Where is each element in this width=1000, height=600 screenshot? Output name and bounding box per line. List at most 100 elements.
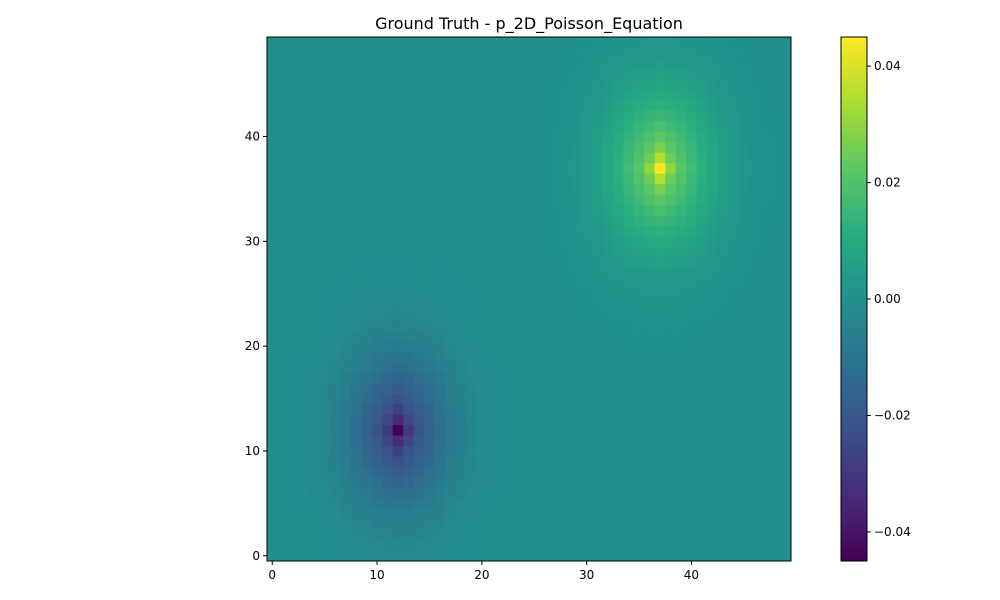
heatmap-cell <box>654 435 666 447</box>
heatmap-cell <box>770 131 781 143</box>
heatmap-cell <box>749 99 760 111</box>
heatmap-cell <box>497 550 509 562</box>
heatmap-cell <box>382 330 394 342</box>
heatmap-cell <box>738 89 750 101</box>
heatmap-cell <box>434 152 446 164</box>
heatmap-cell <box>518 204 530 216</box>
heatmap-cell <box>770 372 781 384</box>
heatmap-cell <box>780 278 792 289</box>
heatmap-cell <box>267 361 278 373</box>
colorbar-segment <box>841 344 867 349</box>
colorbar-segment <box>841 491 867 496</box>
heatmap-cell <box>696 288 708 300</box>
heatmap-cell <box>350 319 362 331</box>
heatmap-cell <box>476 435 488 447</box>
heatmap-cell <box>518 225 530 237</box>
heatmap-cell <box>308 508 320 520</box>
heatmap-cell <box>581 519 593 530</box>
heatmap-cell <box>529 236 540 247</box>
heatmap-cell <box>487 508 498 520</box>
heatmap-cell <box>319 204 331 216</box>
heatmap-cell <box>560 299 572 310</box>
heatmap-cell <box>267 131 278 143</box>
heatmap-cell <box>539 456 551 468</box>
heatmap-cell <box>728 225 739 237</box>
heatmap-cell <box>424 340 436 352</box>
heatmap-cell <box>529 162 540 174</box>
heatmap-cell <box>298 57 310 69</box>
heatmap-cell <box>382 299 394 310</box>
heatmap-cell <box>445 194 457 206</box>
heatmap-cell <box>413 550 425 562</box>
heatmap-cell <box>382 204 394 216</box>
heatmap-cell <box>644 110 656 122</box>
heatmap-cell <box>413 519 425 530</box>
heatmap-cell <box>298 89 310 101</box>
y-tick-label: 0 <box>252 549 260 563</box>
colorbar-segment <box>841 192 867 198</box>
heatmap-cell <box>277 519 289 530</box>
heatmap-cell <box>612 278 624 289</box>
heatmap-cell <box>717 424 729 436</box>
heatmap-cell <box>665 435 677 447</box>
heatmap-cell <box>445 403 457 415</box>
heatmap-cell <box>770 267 781 279</box>
heatmap-cell <box>319 445 331 457</box>
heatmap-cell <box>696 414 708 426</box>
heatmap-cell <box>549 47 561 59</box>
heatmap-cell <box>371 414 383 426</box>
x-tick-label: 0 <box>268 568 276 582</box>
heatmap-cell <box>508 225 519 237</box>
heatmap-cell <box>612 550 624 562</box>
heatmap-cell <box>413 529 425 541</box>
heatmap-cell <box>581 183 593 195</box>
heatmap-cell <box>403 246 415 258</box>
heatmap-cell <box>329 351 341 363</box>
heatmap-cell <box>329 414 341 426</box>
heatmap-cell <box>445 215 457 227</box>
heatmap-cell <box>633 319 645 331</box>
heatmap-cell <box>529 57 540 69</box>
heatmap-cell <box>738 414 750 426</box>
heatmap-cell <box>298 257 310 268</box>
heatmap-cell <box>413 340 425 352</box>
heatmap-cell <box>298 340 310 352</box>
heatmap-cell <box>738 246 750 258</box>
x-tick-label: 10 <box>369 568 384 582</box>
heatmap-cell <box>267 152 278 164</box>
heatmap-cell <box>392 131 404 143</box>
heatmap-cell <box>665 508 677 520</box>
heatmap-cell <box>581 445 593 457</box>
heatmap-cell <box>738 236 750 247</box>
heatmap-cell <box>591 361 603 373</box>
heatmap-cell <box>738 278 750 289</box>
heatmap-cell <box>749 466 760 478</box>
heatmap-cell <box>508 194 519 206</box>
heatmap-cell <box>707 131 719 143</box>
colorbar-segment <box>841 503 867 509</box>
heatmap-cell <box>738 204 750 216</box>
heatmap-cell <box>581 403 593 415</box>
heatmap-cell <box>623 141 635 153</box>
heatmap-cell <box>602 162 614 174</box>
heatmap-cell <box>392 319 404 331</box>
heatmap-cell <box>560 382 572 394</box>
heatmap-cell <box>382 110 394 122</box>
heatmap-cell <box>591 162 603 174</box>
heatmap-cell <box>392 141 404 153</box>
colorbar-segment <box>841 249 867 255</box>
heatmap-cell <box>329 330 341 342</box>
heatmap-cell <box>749 141 760 153</box>
heatmap-cell <box>686 299 698 310</box>
heatmap-cell <box>759 225 771 237</box>
colorbar-segment <box>841 331 867 337</box>
heatmap-cell <box>413 466 425 478</box>
heatmap-cell <box>686 194 698 206</box>
heatmap-cell <box>529 68 540 80</box>
heatmap-cell <box>413 183 425 195</box>
heatmap-cell <box>497 309 509 321</box>
heatmap-cell <box>403 487 415 499</box>
heatmap-cell <box>696 120 708 132</box>
heatmap-cell <box>361 393 373 405</box>
heatmap-cell <box>350 456 362 468</box>
